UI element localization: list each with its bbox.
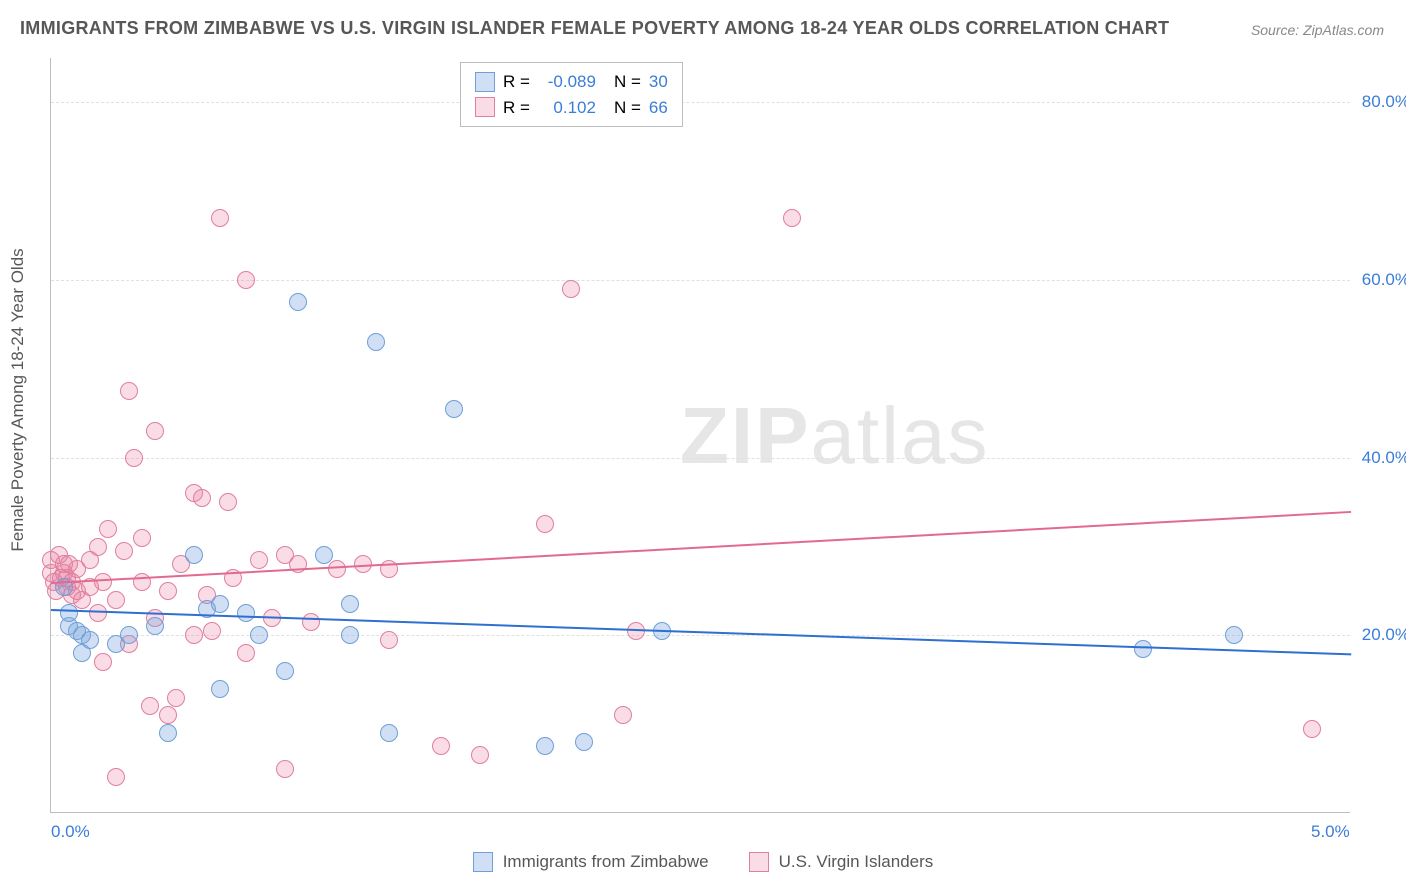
scatter-point-pink xyxy=(94,573,112,591)
gridline xyxy=(51,458,1350,459)
bottom-legend: Immigrants from Zimbabwe U.S. Virgin Isl… xyxy=(0,852,1406,872)
scatter-point-pink xyxy=(125,449,143,467)
scatter-point-pink xyxy=(302,613,320,631)
scatter-point-pink xyxy=(1303,720,1321,738)
scatter-point-pink xyxy=(89,538,107,556)
scatter-point-blue xyxy=(380,724,398,742)
y-tick-label: 40.0% xyxy=(1362,448,1406,468)
scatter-point-blue xyxy=(1225,626,1243,644)
scatter-point-pink xyxy=(562,280,580,298)
y-tick-label: 60.0% xyxy=(1362,270,1406,290)
scatter-point-pink xyxy=(203,622,221,640)
scatter-point-pink xyxy=(783,209,801,227)
scatter-point-blue xyxy=(211,680,229,698)
legend-item-pink: U.S. Virgin Islanders xyxy=(749,852,934,872)
legend-label-pink: U.S. Virgin Islanders xyxy=(779,852,934,872)
stats-n-pink: 66 xyxy=(649,95,668,121)
legend-item-blue: Immigrants from Zimbabwe xyxy=(473,852,709,872)
scatter-point-blue xyxy=(445,400,463,418)
scatter-point-blue xyxy=(237,604,255,622)
x-tick-label: 0.0% xyxy=(51,822,90,842)
stats-n-label: N = xyxy=(614,69,641,95)
scatter-point-blue xyxy=(276,662,294,680)
x-tick-label: 5.0% xyxy=(1311,822,1350,842)
scatter-point-blue xyxy=(159,724,177,742)
plot-area: 20.0%40.0%60.0%80.0%0.0%5.0% xyxy=(50,58,1350,813)
scatter-point-pink xyxy=(237,644,255,662)
stats-r-blue: -0.089 xyxy=(538,69,596,95)
scatter-point-pink xyxy=(115,542,133,560)
scatter-point-pink xyxy=(328,560,346,578)
scatter-point-blue xyxy=(341,626,359,644)
scatter-point-pink xyxy=(250,551,268,569)
stats-row-blue: R = -0.089 N = 30 xyxy=(475,69,668,95)
source-label: Source: ZipAtlas.com xyxy=(1251,22,1384,38)
stats-n-label: N = xyxy=(614,95,641,121)
stats-r-label: R = xyxy=(503,95,530,121)
scatter-point-blue xyxy=(1134,640,1152,658)
stats-r-pink: 0.102 xyxy=(538,95,596,121)
scatter-point-pink xyxy=(211,209,229,227)
scatter-point-pink xyxy=(219,493,237,511)
scatter-point-blue xyxy=(211,595,229,613)
trend-line-pink xyxy=(51,511,1351,584)
y-tick-label: 20.0% xyxy=(1362,625,1406,645)
swatch-blue xyxy=(475,72,495,92)
scatter-point-blue xyxy=(575,733,593,751)
swatch-blue xyxy=(473,852,493,872)
scatter-point-blue xyxy=(250,626,268,644)
stats-row-pink: R = 0.102 N = 66 xyxy=(475,95,668,121)
scatter-point-pink xyxy=(237,271,255,289)
scatter-point-pink xyxy=(276,760,294,778)
scatter-point-pink xyxy=(471,746,489,764)
y-tick-label: 80.0% xyxy=(1362,92,1406,112)
stats-legend: R = -0.089 N = 30 R = 0.102 N = 66 xyxy=(460,62,683,127)
scatter-point-pink xyxy=(107,768,125,786)
stats-n-blue: 30 xyxy=(649,69,668,95)
scatter-point-pink xyxy=(133,529,151,547)
scatter-point-pink xyxy=(380,631,398,649)
scatter-point-pink xyxy=(99,520,117,538)
scatter-point-pink xyxy=(159,582,177,600)
gridline xyxy=(51,102,1350,103)
legend-label-blue: Immigrants from Zimbabwe xyxy=(503,852,709,872)
scatter-point-blue xyxy=(341,595,359,613)
scatter-point-pink xyxy=(167,689,185,707)
scatter-point-blue xyxy=(536,737,554,755)
scatter-point-blue xyxy=(120,626,138,644)
scatter-point-pink xyxy=(89,604,107,622)
scatter-point-blue xyxy=(81,631,99,649)
swatch-pink xyxy=(749,852,769,872)
scatter-point-pink xyxy=(146,422,164,440)
gridline xyxy=(51,635,1350,636)
scatter-point-blue xyxy=(289,293,307,311)
scatter-point-pink xyxy=(107,591,125,609)
scatter-point-pink xyxy=(159,706,177,724)
scatter-point-blue xyxy=(60,604,78,622)
scatter-point-pink xyxy=(614,706,632,724)
stats-r-label: R = xyxy=(503,69,530,95)
scatter-point-pink xyxy=(536,515,554,533)
scatter-point-blue xyxy=(367,333,385,351)
scatter-point-pink xyxy=(94,653,112,671)
y-axis-label: Female Poverty Among 18-24 Year Olds xyxy=(8,248,28,551)
scatter-point-blue xyxy=(315,546,333,564)
swatch-pink xyxy=(475,97,495,117)
scatter-point-pink xyxy=(141,697,159,715)
scatter-point-pink xyxy=(185,626,203,644)
scatter-point-blue xyxy=(185,546,203,564)
scatter-point-pink xyxy=(120,382,138,400)
chart-title: IMMIGRANTS FROM ZIMBABWE VS U.S. VIRGIN … xyxy=(20,18,1169,39)
scatter-point-pink xyxy=(193,489,211,507)
scatter-point-pink xyxy=(432,737,450,755)
scatter-point-blue xyxy=(146,617,164,635)
